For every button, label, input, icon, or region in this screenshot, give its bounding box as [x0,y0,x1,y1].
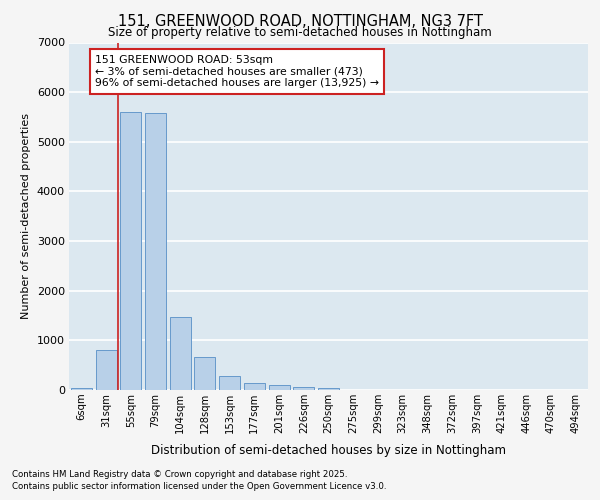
Bar [71,388,92,390]
Bar [194,357,215,390]
Bar [170,316,191,390]
Bar [318,388,339,390]
Y-axis label: Number of semi-detached properties: Number of semi-detached properties [21,114,31,320]
Text: Contains HM Land Registry data © Crown copyright and database right 2025.: Contains HM Land Registry data © Crown c… [12,470,347,479]
Text: Size of property relative to semi-detached houses in Nottingham: Size of property relative to semi-detach… [108,26,492,39]
Bar [293,386,314,390]
Text: Contains public sector information licensed under the Open Government Licence v3: Contains public sector information licen… [12,482,386,491]
Text: 151, GREENWOOD ROAD, NOTTINGHAM, NG3 7FT: 151, GREENWOOD ROAD, NOTTINGHAM, NG3 7FT [118,14,482,29]
Text: 151 GREENWOOD ROAD: 53sqm
← 3% of semi-detached houses are smaller (473)
96% of : 151 GREENWOOD ROAD: 53sqm ← 3% of semi-d… [95,55,379,88]
Bar [120,112,141,390]
X-axis label: Distribution of semi-detached houses by size in Nottingham: Distribution of semi-detached houses by … [151,444,506,458]
Bar [145,113,166,390]
Bar [244,383,265,390]
Bar [95,350,116,390]
Bar [269,385,290,390]
Bar [219,376,240,390]
